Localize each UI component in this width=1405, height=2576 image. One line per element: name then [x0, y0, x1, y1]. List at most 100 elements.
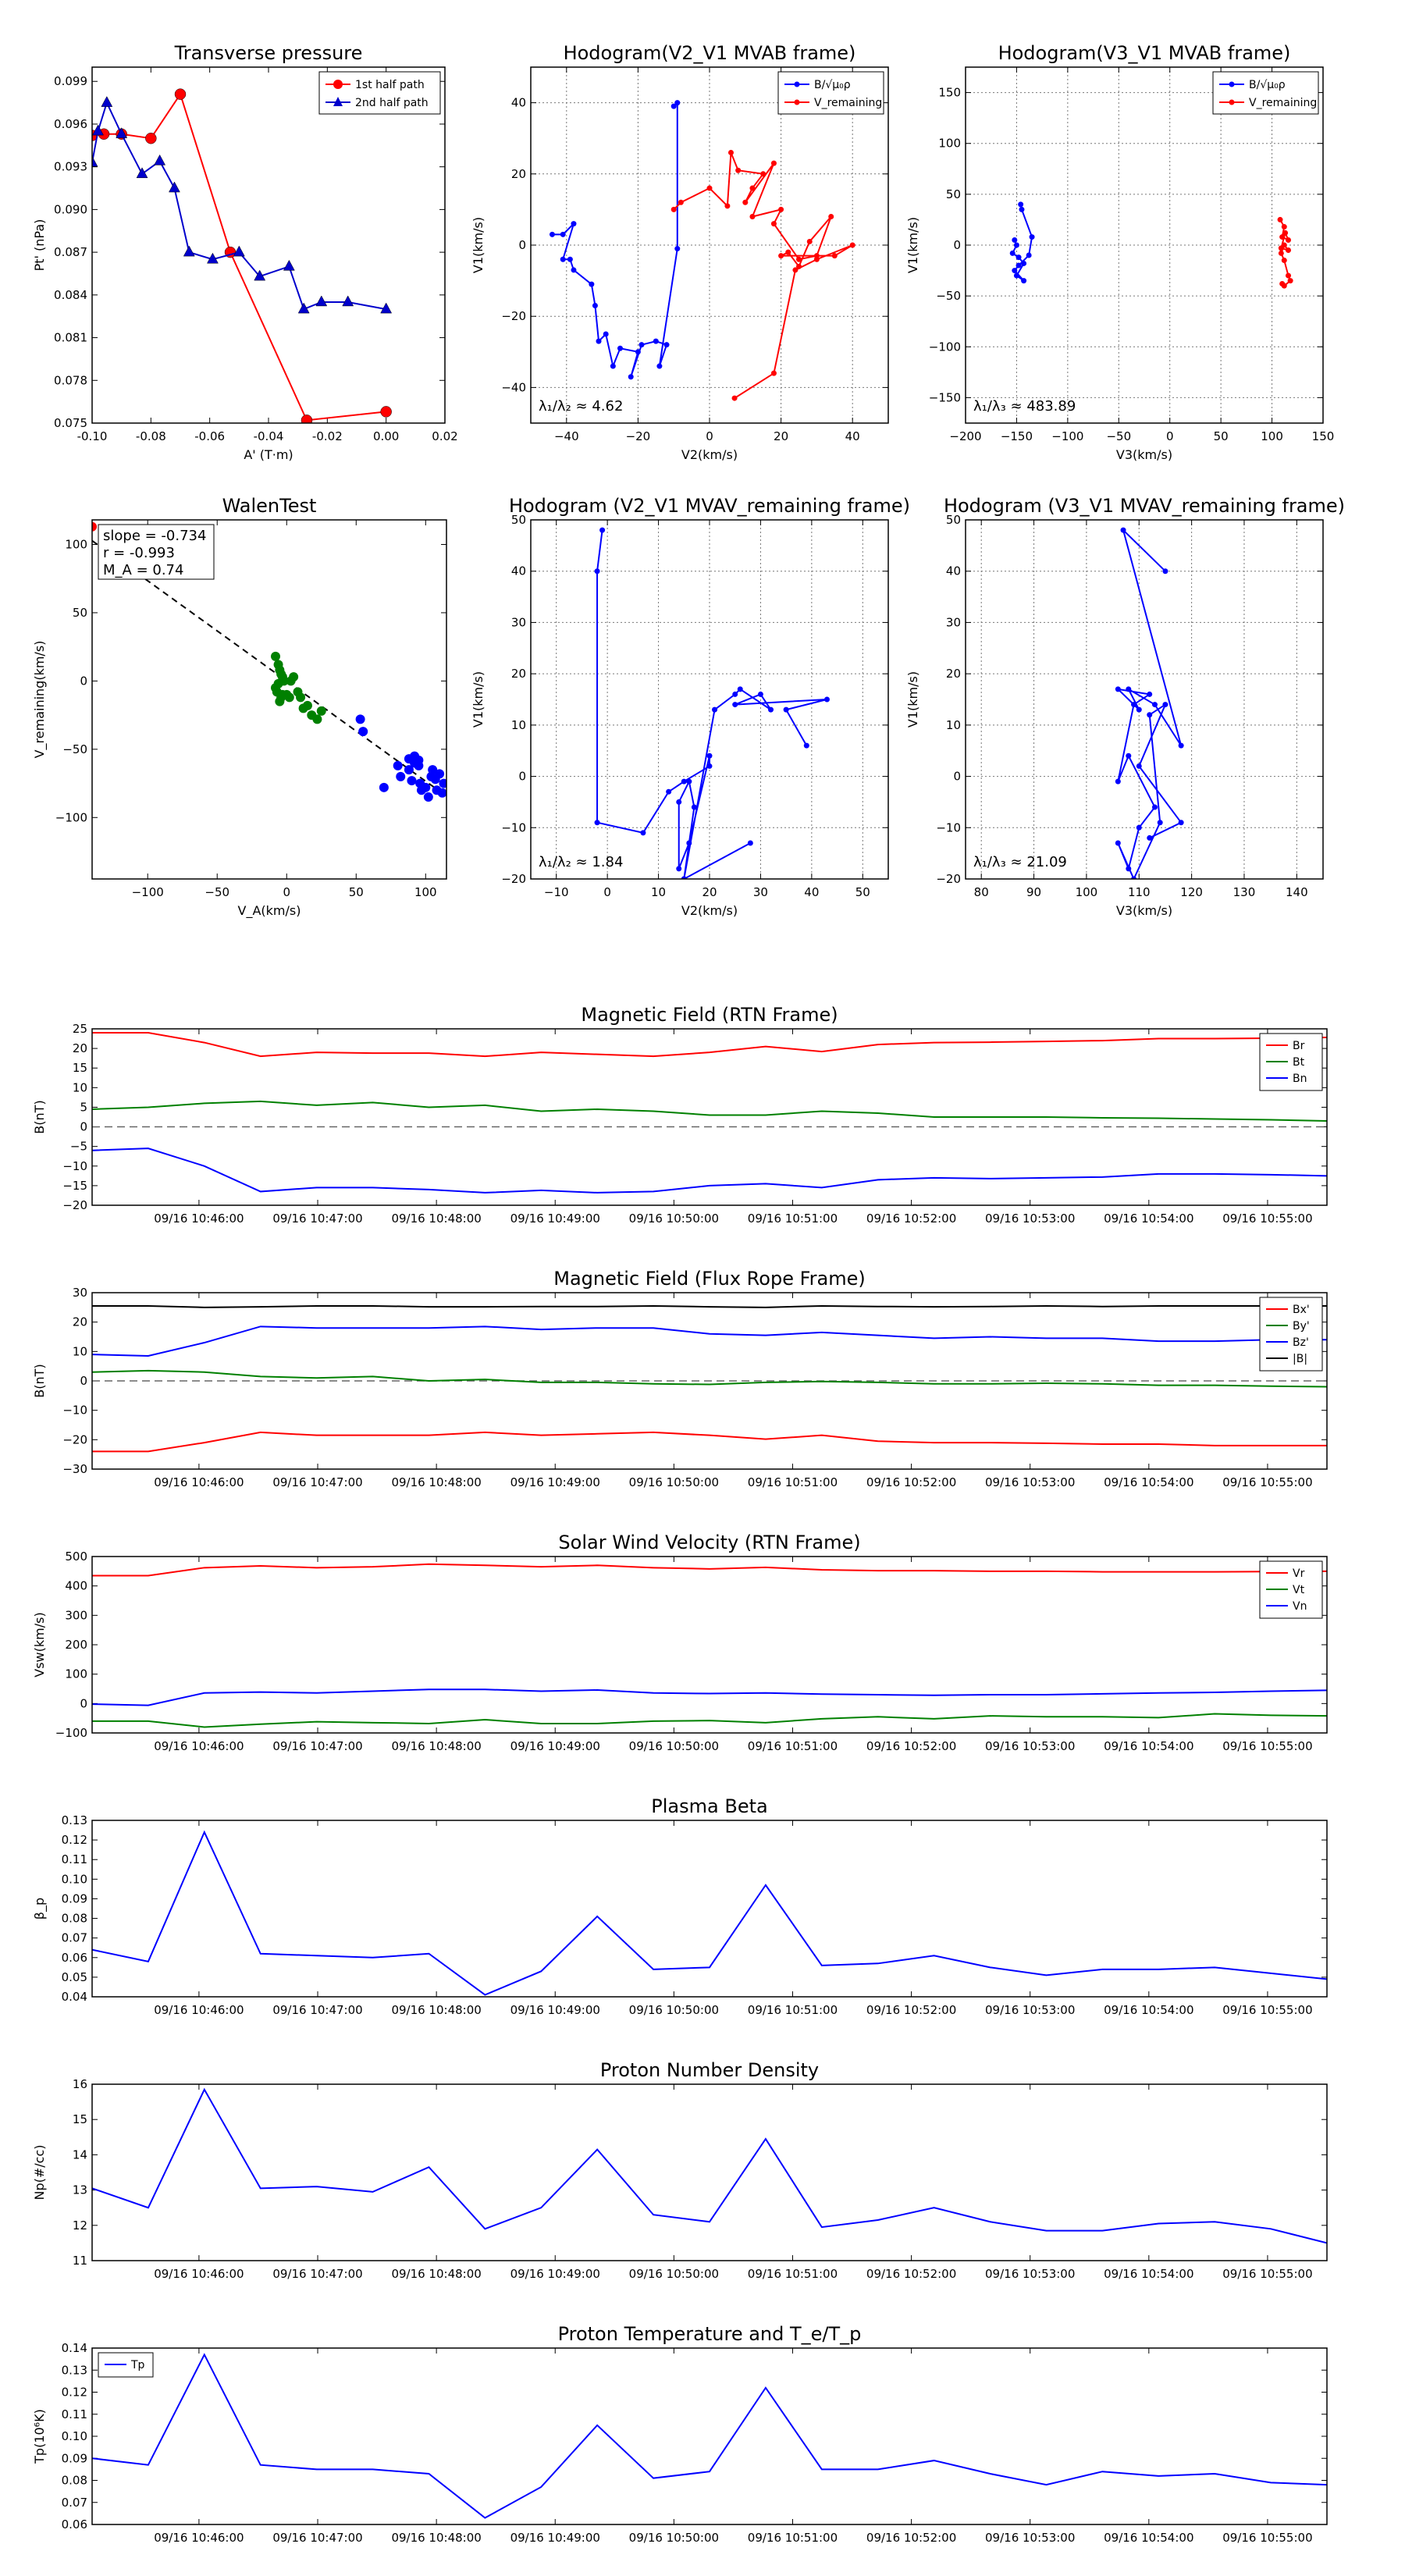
series-line-Bz'	[92, 1325, 1327, 1357]
data-point	[174, 88, 187, 100]
y-tick-label: 0	[80, 1374, 87, 1388]
data-point	[414, 760, 424, 770]
data-point	[706, 185, 713, 191]
y-axis-label: V1(km/s)	[905, 671, 920, 728]
time-tick-label: 09/16 10:48:00	[391, 2531, 481, 2545]
time-tick-label: 09/16 10:54:00	[1104, 1212, 1193, 1226]
time-tick-label: 09/16 10:51:00	[748, 1212, 838, 1226]
time-tick-label: 09/16 10:47:00	[272, 2531, 362, 2545]
x-tick-label: 20	[702, 885, 717, 899]
data-point	[806, 238, 813, 244]
y-tick-label: 0.04	[62, 1990, 87, 2004]
data-point	[92, 155, 98, 167]
data-point	[1147, 834, 1153, 841]
time-tick-label: 09/16 10:52:00	[866, 2267, 956, 2281]
time-tick-label: 09/16 10:54:00	[1104, 1475, 1193, 1489]
series-line-Tp	[92, 2353, 1327, 2519]
data-point	[732, 691, 738, 697]
data-point	[1282, 229, 1289, 236]
data-point	[628, 374, 634, 380]
series-line-Vt	[92, 1713, 1327, 1728]
data-point	[296, 692, 306, 703]
time-tick-label: 09/16 10:54:00	[1104, 1739, 1193, 1753]
data-point	[796, 263, 802, 269]
y-tick-label: −20	[936, 872, 961, 886]
y-tick-label: 11	[73, 2254, 87, 2268]
plot-area-vsw	[92, 1563, 1327, 1728]
data-point	[592, 303, 598, 309]
chart-hodo2: −200 −150 −100 −50 0 50 100 150 −150 −100 −50 0 50 10…	[905, 42, 1334, 462]
x-tick-label: 130	[1233, 885, 1256, 899]
time-tick-label: 09/16 10:46:00	[154, 1212, 244, 1226]
data-point	[813, 256, 820, 262]
plot-area-bRTN	[92, 1032, 1327, 1194]
y-tick-label: 0.14	[62, 2341, 87, 2355]
data-point	[1278, 250, 1284, 256]
y-tick-label: 15	[73, 1061, 87, 1075]
x-axis-label: V3(km/s)	[1116, 903, 1172, 918]
legend-label: Tp	[130, 2359, 145, 2371]
data-point	[1286, 237, 1292, 243]
chart-walen: −100 −50 0 50 100 −100 −50 0 50 100 WalenTest V_A(k…	[32, 495, 447, 919]
legend-label: Bx'	[1293, 1304, 1310, 1316]
data-point	[1286, 272, 1292, 279]
time-tick-label: 09/16 10:48:00	[391, 1212, 481, 1226]
y-tick-label: 0.08	[62, 2474, 87, 2488]
chart-title: Proton Number Density	[600, 2059, 819, 2081]
y-tick-label: −10	[936, 820, 961, 834]
time-tick-label: 09/16 10:47:00	[272, 1212, 362, 1226]
time-tick-label: 09/16 10:53:00	[985, 2267, 1075, 2281]
data-point	[828, 214, 834, 220]
data-point	[594, 820, 600, 826]
plot-frame	[91, 1292, 1328, 1470]
x-tick-label: 150	[1312, 429, 1335, 443]
time-tick-label: 09/16 10:50:00	[629, 2003, 719, 2017]
data-point	[1286, 247, 1292, 254]
x-tick-label: 100	[1261, 429, 1283, 443]
data-point	[307, 710, 317, 720]
y-tick-label: 0.10	[62, 1872, 87, 1886]
data-point	[691, 804, 697, 810]
y-tick-label: 40	[511, 96, 526, 110]
y-tick-label: 0	[80, 1120, 87, 1134]
y-tick-label: 0.090	[54, 202, 87, 216]
x-tick-label: 90	[1026, 885, 1041, 899]
data-point	[749, 185, 756, 191]
x-tick-label: −100	[1051, 429, 1083, 443]
plot-frame	[91, 1820, 1328, 1998]
legend-marker	[333, 97, 343, 106]
y-tick-label: 10	[511, 718, 526, 732]
series-line-Bn	[92, 1147, 1327, 1194]
data-point	[656, 363, 663, 369]
y-tick-label: 10	[73, 1344, 87, 1358]
y-tick-label: −15	[62, 1179, 87, 1193]
data-point	[428, 765, 438, 775]
y-tick-label: 0	[80, 674, 87, 688]
data-point	[678, 199, 684, 205]
chart-title: Hodogram (V2_V1 MVAV_remaining frame)	[509, 495, 910, 517]
data-point	[796, 256, 802, 262]
x-tick-label: −10	[544, 885, 569, 899]
data-point	[676, 799, 682, 805]
data-point	[1126, 753, 1132, 759]
legend-label: Vr	[1293, 1567, 1305, 1580]
data-point	[640, 830, 646, 836]
legend: Bx' By' Bz' |B|	[1259, 1297, 1323, 1372]
y-tick-label: −40	[501, 380, 526, 394]
stats-line: r = -0.993	[103, 545, 175, 561]
data-point	[1013, 272, 1019, 279]
y-tick-label: 100	[65, 1667, 87, 1681]
time-tick-label: 09/16 10:51:00	[748, 2267, 838, 2281]
time-tick-label: 09/16 10:54:00	[1104, 2531, 1193, 2545]
plot-area-hodo3	[594, 527, 830, 879]
x-tick-label: 50	[1214, 429, 1229, 443]
legend-label: 2nd half path	[355, 97, 429, 109]
x-tick-label: -0.10	[77, 429, 108, 443]
time-tick-label: 09/16 10:54:00	[1104, 2003, 1193, 2017]
x-tick-label: 40	[804, 885, 819, 899]
y-tick-label: 15	[73, 2112, 87, 2126]
data-point	[283, 259, 295, 271]
time-tick-label: 09/16 10:48:00	[391, 2267, 481, 2281]
x-tick-label: −150	[1001, 429, 1033, 443]
chart-title: Transverse pressure	[174, 42, 363, 64]
